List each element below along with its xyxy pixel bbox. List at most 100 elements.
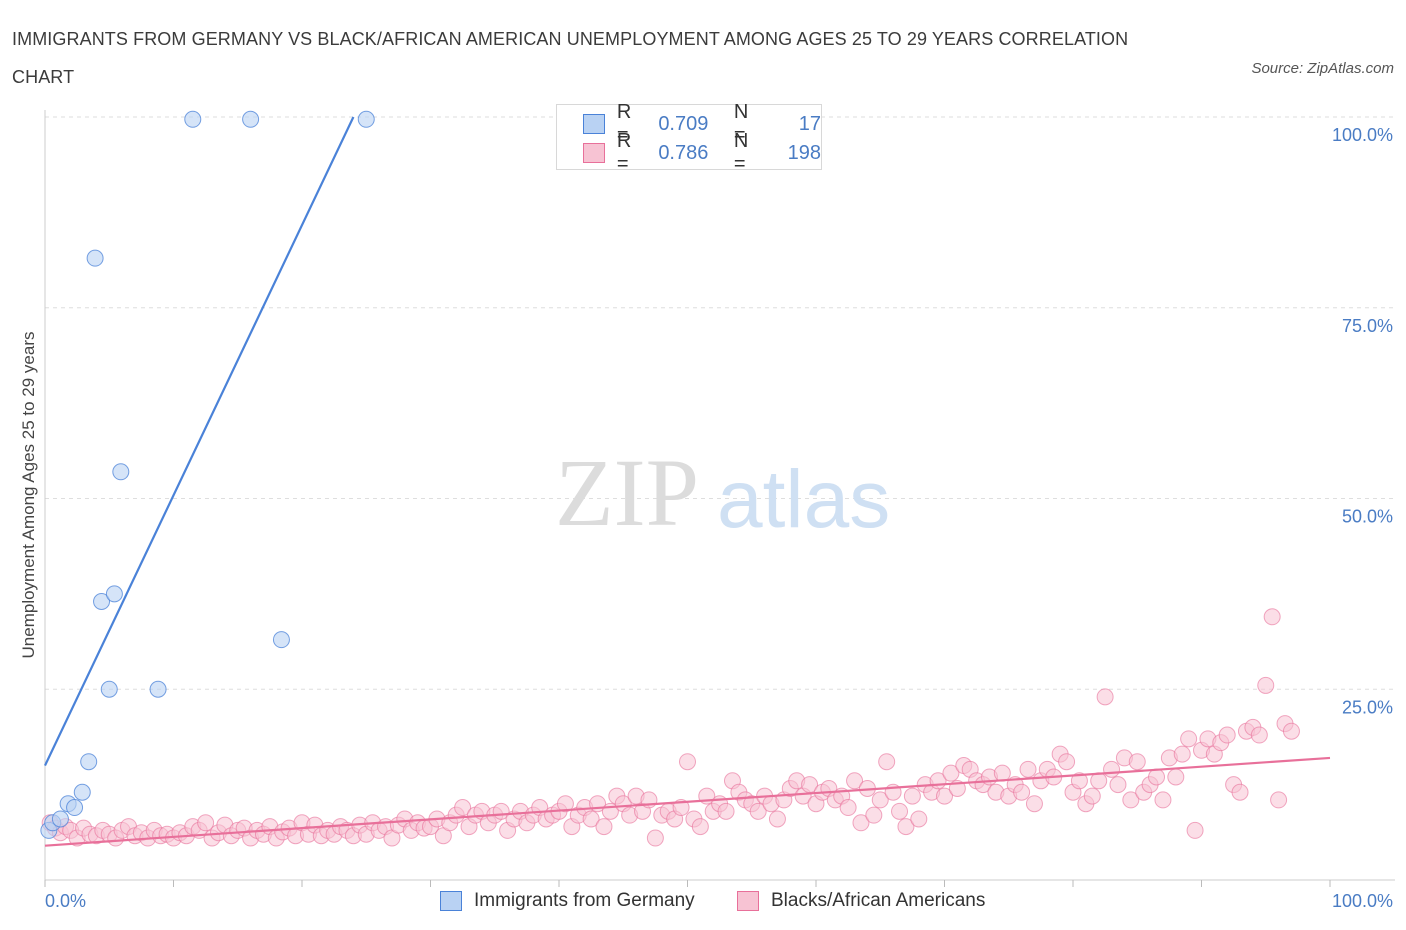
- legend-swatch-blue: [583, 114, 605, 134]
- data-point-black: [878, 753, 896, 771]
- data-point-black: [897, 818, 915, 836]
- legend-r-label: R =: [616, 101, 632, 146]
- correlation-legend: R = 0.709 N = 17 R = 0.786 N = 198: [556, 101, 822, 175]
- pink-points: [41, 608, 1300, 847]
- data-point-black: [910, 810, 928, 828]
- x-tick-label: 100.0%: [1332, 891, 1393, 911]
- data-point-black: [1270, 791, 1288, 809]
- legend-n-label: N =: [733, 101, 749, 146]
- series-label-germany: Immigrants from Germany: [474, 890, 695, 911]
- data-point-germany: [184, 110, 202, 128]
- data-point-black: [993, 764, 1011, 782]
- data-point-black: [556, 795, 574, 813]
- data-point-germany: [105, 585, 123, 603]
- data-point-black: [1186, 821, 1204, 839]
- data-point-black: [839, 799, 857, 817]
- data-point-black: [1025, 795, 1043, 813]
- data-point-black: [1148, 768, 1166, 786]
- data-point-germany: [66, 799, 84, 817]
- x-tick-labels: 0.0% 100.0%: [45, 891, 1393, 911]
- axes: [44, 110, 1395, 887]
- data-point-black: [1218, 726, 1236, 744]
- watermark-zip: ZIP: [555, 439, 699, 546]
- data-point-germany: [80, 753, 98, 771]
- data-point-germany: [149, 680, 167, 698]
- data-point-black: [1167, 768, 1185, 786]
- series-legend: Immigrants from Germany Blacks/African A…: [0, 888, 1406, 918]
- data-point-germany: [242, 110, 260, 128]
- data-point-germany: [112, 463, 130, 481]
- data-point-black: [768, 810, 786, 828]
- source-label: Source: ZipAtlas.com: [1251, 60, 1394, 77]
- data-point-black: [1058, 753, 1076, 771]
- data-point-germany: [93, 593, 111, 611]
- chart-title: IMMIGRANTS FROM GERMANY VS BLACK/AFRICAN…: [12, 29, 1129, 87]
- data-point-germany: [51, 810, 69, 828]
- data-point-black: [1231, 783, 1249, 801]
- data-point-black: [1096, 688, 1114, 706]
- y-tick-label: 50.0%: [1342, 507, 1393, 527]
- data-point-black: [1173, 745, 1191, 763]
- legend-r-label: R =: [616, 130, 632, 175]
- data-point-black: [1250, 726, 1268, 744]
- trend-line-germany: [44, 116, 355, 767]
- legend-n-value: 17: [798, 112, 821, 135]
- data-point-black: [1070, 772, 1088, 790]
- data-point-black: [1282, 722, 1300, 740]
- data-point-black: [852, 814, 870, 832]
- data-point-black: [749, 802, 767, 820]
- trend-lines: [44, 116, 1331, 847]
- data-point-black: [1180, 730, 1198, 748]
- data-point-black: [865, 806, 883, 824]
- data-point-black: [595, 818, 613, 836]
- data-point-black: [1257, 676, 1275, 694]
- legend-r-value: 0.709: [658, 112, 709, 135]
- grid-lines: [45, 116, 1395, 690]
- x-tick-label: 0.0%: [45, 891, 86, 911]
- data-point-black: [942, 764, 960, 782]
- y-tick-labels: 25.0% 50.0% 75.0% 100.0%: [1332, 125, 1393, 717]
- data-point-black: [1109, 776, 1127, 794]
- data-point-black: [1128, 753, 1146, 771]
- y-axis-label: Unemployment Among Ages 25 to 29 years: [19, 332, 38, 659]
- data-point-black: [454, 799, 472, 817]
- watermark-atlas: atlas: [717, 454, 890, 545]
- data-point-black: [679, 753, 696, 771]
- data-point-black: [1090, 772, 1108, 790]
- series-legend-black: Blacks/African Americans: [737, 890, 985, 912]
- y-tick-label: 25.0%: [1342, 697, 1393, 717]
- series-swatch-blue: [440, 891, 462, 911]
- data-point-black: [871, 791, 889, 809]
- data-point-black: [646, 829, 664, 847]
- data-point-black: [197, 814, 215, 832]
- data-point-black: [936, 787, 953, 805]
- y-tick-label: 100.0%: [1332, 125, 1393, 145]
- legend-swatch-pink: [583, 143, 605, 163]
- data-point-germany: [100, 680, 118, 698]
- data-point-black: [1083, 787, 1101, 805]
- data-point-black: [1154, 791, 1172, 809]
- data-point-black: [903, 787, 921, 805]
- y-tick-label: 75.0%: [1342, 316, 1393, 336]
- data-point-black: [1263, 608, 1281, 626]
- trend-line-black: [44, 756, 1331, 847]
- legend-n-value: 198: [787, 141, 821, 164]
- data-point-germany: [86, 249, 104, 267]
- legend-r-value: 0.786: [658, 141, 709, 164]
- data-point-black: [1013, 783, 1031, 801]
- data-point-black: [582, 810, 600, 828]
- series-label-black: Blacks/African Americans: [771, 890, 986, 911]
- data-point-black: [717, 802, 735, 820]
- series-swatch-pink: [737, 891, 759, 911]
- series-legend-germany: Immigrants from Germany: [440, 890, 695, 912]
- data-point-germany: [73, 783, 91, 801]
- data-point-black: [846, 772, 864, 790]
- data-point-black: [1122, 791, 1140, 809]
- data-point-black: [691, 818, 709, 836]
- data-point-black: [1103, 760, 1121, 778]
- legend-row-germany: R = 0.709 N = 17: [583, 101, 821, 146]
- legend-row-black: R = 0.786 N = 198: [583, 130, 821, 175]
- data-point-black: [1019, 760, 1037, 778]
- data-point-germany: [357, 110, 375, 128]
